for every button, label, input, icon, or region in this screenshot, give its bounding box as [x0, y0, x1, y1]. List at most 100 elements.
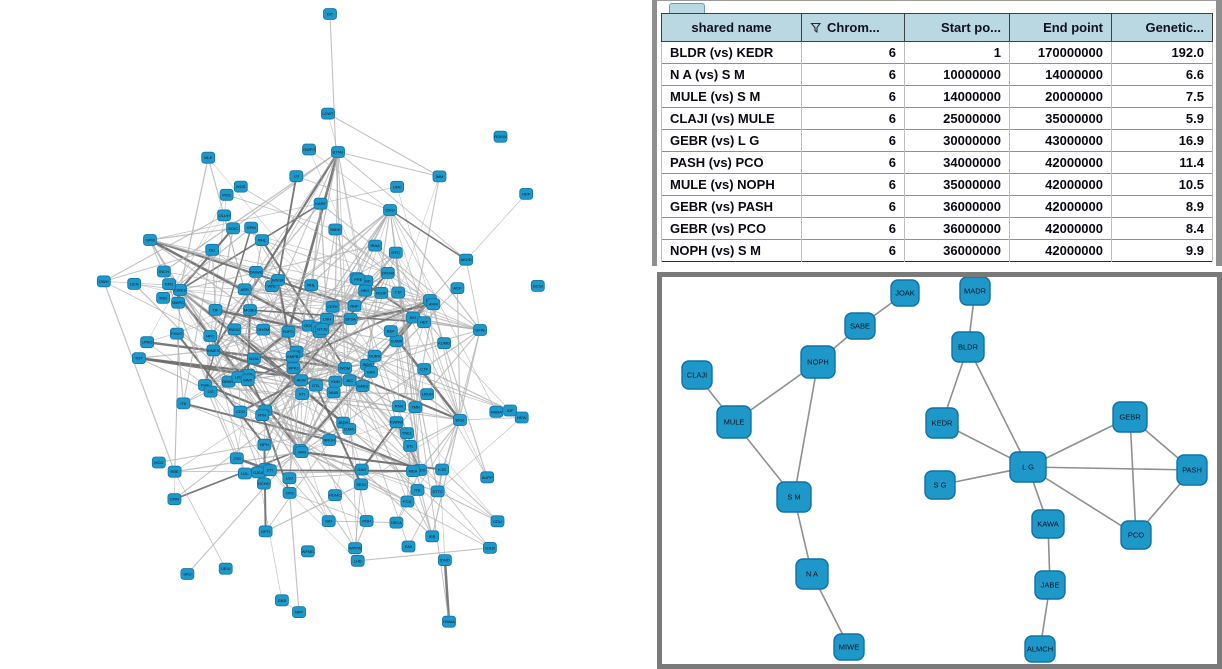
- node-shape[interactable]: [489, 405, 504, 418]
- overview-edge[interactable]: [262, 385, 363, 416]
- node-shape[interactable]: [354, 478, 369, 491]
- overview-node[interactable]: HEW: [514, 411, 529, 424]
- overview-edge[interactable]: [337, 151, 359, 561]
- overview-edge[interactable]: [315, 279, 359, 386]
- table-cell[interactable]: 7.5: [1111, 85, 1213, 108]
- table-row[interactable]: CLAJI (vs) MULE 6 25000000 35000000 5.9: [661, 107, 1213, 130]
- overview-edge[interactable]: [158, 428, 350, 463]
- node-kawa[interactable]: KAWA: [1031, 509, 1065, 539]
- node-shape[interactable]: [169, 327, 184, 340]
- table-cell[interactable]: NOPH (vs) S M: [661, 239, 802, 262]
- overview-edge[interactable]: [234, 329, 265, 484]
- overview-edge[interactable]: [174, 289, 181, 500]
- table-cell[interactable]: 6: [801, 173, 905, 196]
- node-shape[interactable]: [227, 323, 242, 336]
- table-cell[interactable]: 10.5: [1111, 173, 1213, 196]
- node-s-m[interactable]: S M: [776, 481, 812, 513]
- table-cell[interactable]: GEBR (vs) PCO: [661, 217, 802, 240]
- node-shape[interactable]: [406, 465, 420, 478]
- node-shape[interactable]: [1176, 454, 1208, 486]
- overview-edge[interactable]: [257, 209, 391, 473]
- column-header-genetic[interactable]: Genetic...: [1111, 13, 1213, 42]
- overview-edge[interactable]: [179, 157, 209, 291]
- table-cell[interactable]: MULE (vs) NOPH: [661, 173, 802, 196]
- overview-edge[interactable]: [423, 368, 511, 412]
- overview-edge[interactable]: [177, 302, 421, 471]
- table-cell[interactable]: 43000000: [1009, 129, 1112, 152]
- node-n-a[interactable]: N A: [795, 558, 829, 590]
- overview-edge[interactable]: [103, 214, 225, 282]
- overview-edge[interactable]: [374, 355, 414, 472]
- node-shape[interactable]: [140, 336, 155, 349]
- overview-edge[interactable]: [179, 227, 234, 291]
- node-shape[interactable]: [420, 388, 435, 401]
- overview-edge[interactable]: [204, 384, 461, 421]
- node-shape[interactable]: [473, 324, 487, 336]
- overview-edge[interactable]: [389, 209, 481, 331]
- table-cell[interactable]: 6: [801, 239, 905, 262]
- overview-edge[interactable]: [238, 376, 461, 421]
- node-shape[interactable]: [162, 278, 177, 291]
- overview-node[interactable]: CDO: [233, 405, 248, 418]
- overview-edge[interactable]: [337, 151, 375, 356]
- overview-node[interactable]: DIT: [323, 8, 337, 20]
- node-shape[interactable]: [388, 246, 403, 259]
- overview-edge[interactable]: [326, 318, 375, 357]
- node-shape[interactable]: [226, 222, 241, 235]
- overview-edge[interactable]: [327, 113, 339, 153]
- node-shape[interactable]: [795, 558, 829, 590]
- overview-edge[interactable]: [179, 289, 368, 366]
- node-shape[interactable]: [442, 615, 456, 628]
- overview-node[interactable]: RTH: [255, 409, 270, 422]
- node-shape[interactable]: [925, 407, 959, 439]
- overview-node[interactable]: IER: [425, 530, 440, 543]
- overview-node[interactable]: CFIN: [167, 493, 182, 506]
- overview-node[interactable]: DJAC: [342, 422, 357, 435]
- node-shape[interactable]: [519, 187, 534, 200]
- overview-node[interactable]: GCGI: [530, 279, 545, 292]
- node-shape[interactable]: [681, 360, 713, 390]
- overview-node[interactable]: GKB: [274, 594, 289, 607]
- overview-node[interactable]: PGS: [219, 188, 234, 201]
- overview-edge[interactable]: [419, 419, 461, 471]
- overview-node[interactable]: HOMC: [328, 489, 342, 502]
- node-shape[interactable]: [325, 300, 340, 313]
- overview-edge[interactable]: [342, 252, 397, 423]
- overview-node[interactable]: DLI: [205, 243, 220, 256]
- overview-edge[interactable]: [163, 271, 216, 311]
- node-shape[interactable]: [274, 594, 289, 607]
- overview-node[interactable]: IOF: [503, 404, 518, 417]
- overview-node[interactable]: BEF: [383, 325, 398, 338]
- overview-edge[interactable]: [308, 149, 391, 211]
- node-shape[interactable]: [286, 362, 301, 375]
- column-header-end-point[interactable]: End point: [1009, 13, 1112, 42]
- node-shape[interactable]: [425, 530, 440, 543]
- node-miwe[interactable]: MIWE: [833, 633, 865, 661]
- overview-edge[interactable]: [146, 309, 251, 343]
- table-row[interactable]: N A (vs) S M 6 10000000 14000000 6.6: [661, 63, 1213, 86]
- table-cell[interactable]: 192.0: [1111, 41, 1213, 64]
- node-shape[interactable]: [331, 146, 345, 158]
- node-shape[interactable]: [233, 180, 248, 193]
- overview-edge[interactable]: [292, 151, 339, 369]
- overview-node[interactable]: RGJF: [374, 286, 389, 299]
- node-madr[interactable]: MADR: [959, 277, 991, 306]
- node-shape[interactable]: [490, 515, 505, 528]
- node-shape[interactable]: [282, 472, 297, 485]
- table-row[interactable]: GEBR (vs) PCO 6 36000000 42000000 8.4: [661, 217, 1213, 240]
- overview-edge[interactable]: [215, 309, 350, 381]
- overview-edge[interactable]: [255, 271, 289, 332]
- overview-edge[interactable]: [350, 318, 375, 357]
- overview-node[interactable]: RRUH: [322, 434, 337, 446]
- overview-edge[interactable]: [354, 484, 362, 549]
- node-l-g[interactable]: L G: [1009, 451, 1047, 483]
- overview-edge[interactable]: [437, 417, 522, 492]
- overview-node[interactable]: UCN: [127, 277, 142, 290]
- overview-node[interactable]: FHUO: [169, 327, 184, 340]
- overview-node[interactable]: TIF: [208, 303, 223, 316]
- node-shape[interactable]: [348, 542, 363, 555]
- node-shape[interactable]: [408, 401, 423, 414]
- node-shape[interactable]: [480, 471, 495, 484]
- overview-node[interactable]: MUB: [326, 386, 341, 399]
- overview-edge[interactable]: [412, 176, 441, 318]
